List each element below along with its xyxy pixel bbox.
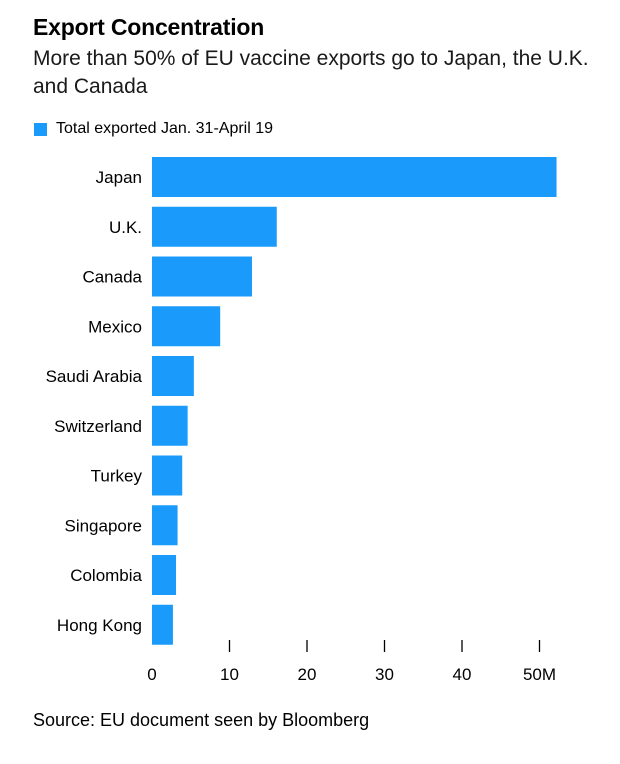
source-note: Source: EU document seen by Bloomberg xyxy=(33,710,370,730)
bar-4 xyxy=(152,356,194,396)
bar-1 xyxy=(152,206,277,247)
category-label-6: Turkey xyxy=(91,467,143,486)
category-label-8: Colombia xyxy=(70,566,142,585)
chart-subtitle: More than 50% of EU vaccine exports go t… xyxy=(33,47,589,98)
bar-8 xyxy=(152,555,177,595)
legend-label: Total exported Jan. 31-April 19 xyxy=(56,120,274,137)
x-tick-label-3: 30 xyxy=(375,665,394,684)
x-tick-label-2: 20 xyxy=(298,665,317,684)
category-label-9: Hong Kong xyxy=(57,616,142,635)
bar-5 xyxy=(152,405,188,446)
chart-title: Export Concentration xyxy=(33,14,265,40)
category-label-4: Saudi Arabia xyxy=(46,367,143,386)
category-label-2: Canada xyxy=(82,268,142,287)
x-tick-label-1: 10 xyxy=(220,665,239,684)
bar-6 xyxy=(152,455,183,496)
bar-7 xyxy=(152,505,178,546)
bar-0 xyxy=(152,157,557,197)
bar-9 xyxy=(152,604,173,645)
category-label-5: Switzerland xyxy=(54,417,142,436)
x-tick-label-0: 0 xyxy=(147,665,156,684)
bar-3 xyxy=(152,306,221,347)
category-label-0: Japan xyxy=(96,168,142,187)
category-label-3: Mexico xyxy=(88,317,142,336)
x-tick-label-5: 50M xyxy=(523,665,556,684)
category-label-7: Singapore xyxy=(64,516,142,535)
category-label-1: U.K. xyxy=(109,218,142,237)
bar-chart: Japan U.K. Canada Mexico Saudi Arabia Switzer… xyxy=(46,157,557,684)
legend-swatch xyxy=(34,122,47,136)
bar-2 xyxy=(152,256,252,297)
legend: Total exported Jan. 31-April 19 xyxy=(34,118,273,140)
x-tick-label-4: 40 xyxy=(453,665,472,684)
